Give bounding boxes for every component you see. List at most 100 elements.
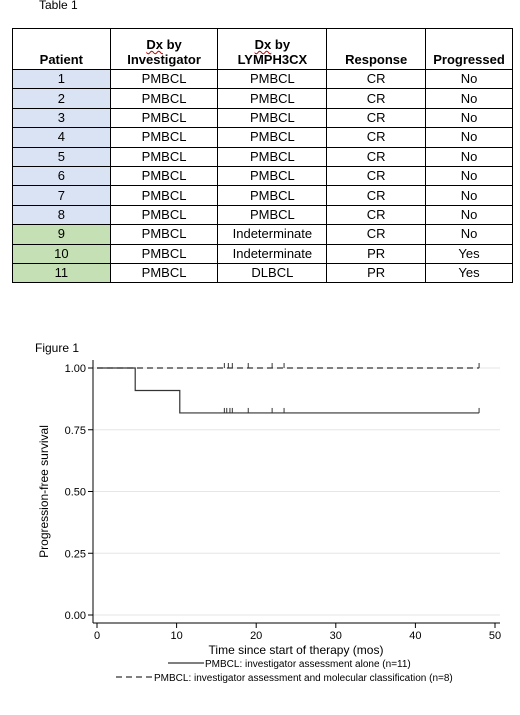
progressed-cell: No bbox=[425, 146, 513, 167]
column-header-line2: Patient bbox=[39, 52, 83, 67]
patient-cell: 4 bbox=[12, 127, 111, 148]
column-header: Patient bbox=[12, 28, 111, 70]
x-tick-label: 30 bbox=[330, 630, 342, 642]
table-row: 6 PMBCL PMBCL CR No bbox=[12, 165, 513, 187]
response-cell: CR bbox=[326, 165, 427, 187]
progressed-cell: No bbox=[425, 127, 513, 148]
column-header: Progressed bbox=[425, 28, 513, 70]
dx-investigator-cell: PMBCL bbox=[109, 204, 219, 226]
dx-lymph3cx-cell: PMBCL bbox=[217, 146, 328, 167]
patient-cell: 1 bbox=[12, 68, 111, 90]
y-axis-label: Progression-free survival bbox=[37, 425, 51, 558]
table-row: 7 PMBCL PMBCL CR No bbox=[12, 185, 513, 206]
progressed-cell: No bbox=[425, 185, 513, 206]
patient-cell: 2 bbox=[12, 88, 111, 109]
dx-investigator-cell: PMBCL bbox=[109, 165, 219, 187]
patient-cell: 5 bbox=[12, 146, 111, 167]
progressed-cell: No bbox=[425, 224, 513, 245]
column-header-line1: Dx by bbox=[254, 37, 291, 52]
x-axis-label: Time since start of therapy (mos) bbox=[209, 643, 384, 657]
response-cell: CR bbox=[326, 224, 427, 245]
x-tick-label: 50 bbox=[489, 630, 501, 642]
dx-lymph3cx-cell: PMBCL bbox=[217, 127, 328, 148]
response-cell: CR bbox=[326, 146, 427, 167]
dx-lymph3cx-cell: DLBCL bbox=[217, 262, 328, 284]
patient-cell: 10 bbox=[12, 243, 111, 264]
dx-lymph3cx-cell: PMBCL bbox=[217, 165, 328, 187]
response-cell: CR bbox=[326, 88, 427, 109]
table-row: 11 PMBCL DLBCL PR Yes bbox=[12, 262, 513, 284]
x-tick-label: 10 bbox=[170, 630, 182, 642]
dx-investigator-cell: PMBCL bbox=[109, 146, 219, 167]
column-header-line2: Response bbox=[345, 52, 408, 67]
response-cell: CR bbox=[326, 68, 427, 90]
response-cell: PR bbox=[326, 243, 427, 264]
x-tick-label: 40 bbox=[409, 630, 421, 642]
progressed-cell: No bbox=[425, 107, 513, 129]
legend-label: PMBCL: investigator assessment and molec… bbox=[154, 673, 453, 684]
table-row: 8 PMBCL PMBCL CR No bbox=[12, 204, 513, 226]
results-table: Patient Dx by Investigator Dx by LYMPH3CX Res… bbox=[12, 28, 513, 284]
dx-investigator-cell: PMBCL bbox=[109, 68, 219, 90]
y-tick-label: 1.00 bbox=[65, 363, 86, 375]
progressed-cell: No bbox=[425, 165, 513, 187]
progressed-cell: No bbox=[425, 68, 513, 90]
column-header-line2: Progressed bbox=[433, 52, 505, 67]
x-tick-label: 0 bbox=[94, 630, 100, 642]
y-tick-label: 0.75 bbox=[65, 425, 86, 437]
dx-lymph3cx-cell: Indeterminate bbox=[217, 224, 328, 245]
table-row: 5 PMBCL PMBCL CR No bbox=[12, 146, 513, 167]
dx-investigator-cell: PMBCL bbox=[109, 224, 219, 245]
x-tick-label: 20 bbox=[250, 630, 262, 642]
response-cell: CR bbox=[326, 107, 427, 129]
table-row: 9 PMBCL Indeterminate CR No bbox=[12, 224, 513, 245]
legend-label: PMBCL: investigator assessment alone (n=… bbox=[205, 659, 411, 670]
column-header-line2: Investigator bbox=[127, 52, 201, 67]
progressed-cell: Yes bbox=[425, 243, 513, 264]
dx-investigator-cell: PMBCL bbox=[109, 107, 219, 129]
progressed-cell: No bbox=[425, 88, 513, 109]
progressed-cell: Yes bbox=[425, 262, 513, 284]
y-tick-label: 0.50 bbox=[65, 487, 86, 499]
table-row: 1 PMBCL PMBCL CR No bbox=[12, 68, 513, 90]
kaplan-meier-chart: 0.00 0.25 0.50 0.75 1.00 0 10 20 30 40 50 Time sinc… bbox=[37, 360, 501, 684]
patient-cell: 3 bbox=[12, 107, 111, 129]
header-row: Patient Dx by Investigator Dx by LYMPH3CX Res… bbox=[12, 28, 513, 70]
dx-lymph3cx-cell: PMBCL bbox=[217, 68, 328, 90]
patient-cell: 6 bbox=[12, 165, 111, 187]
progressed-cell: No bbox=[425, 204, 513, 226]
patient-cell: 9 bbox=[12, 224, 111, 245]
column-header: Dx by LYMPH3CX bbox=[217, 28, 328, 70]
dx-lymph3cx-cell: PMBCL bbox=[217, 88, 328, 109]
patient-cell: 7 bbox=[12, 185, 111, 206]
response-cell: CR bbox=[326, 127, 427, 148]
dx-investigator-cell: PMBCL bbox=[109, 127, 219, 148]
response-cell: CR bbox=[326, 204, 427, 226]
column-header: Dx by Investigator bbox=[109, 28, 219, 70]
table-row: 10 PMBCL Indeterminate PR Yes bbox=[12, 243, 513, 264]
y-tick-label: 0.00 bbox=[65, 610, 86, 622]
figure-caption: Figure 1 bbox=[35, 341, 80, 355]
dx-investigator-cell: PMBCL bbox=[109, 88, 219, 109]
table-row: 4 PMBCL PMBCL CR No bbox=[12, 127, 513, 148]
table-header: Patient Dx by Investigator Dx by LYMPH3CX Res… bbox=[12, 28, 513, 70]
column-header-line1: Dx by bbox=[146, 37, 182, 52]
table-caption: Table 1 bbox=[39, 0, 78, 12]
response-cell: PR bbox=[326, 262, 427, 284]
dx-lymph3cx-cell: Indeterminate bbox=[217, 243, 328, 264]
dx-investigator-cell: PMBCL bbox=[109, 185, 219, 206]
column-header: Response bbox=[326, 28, 427, 70]
patient-cell: 11 bbox=[12, 262, 111, 284]
dx-lymph3cx-cell: PMBCL bbox=[217, 204, 328, 226]
y-tick-label: 0.25 bbox=[65, 548, 86, 560]
patient-cell: 8 bbox=[12, 204, 111, 226]
dx-investigator-cell: PMBCL bbox=[109, 262, 219, 284]
table-row: 2 PMBCL PMBCL CR No bbox=[12, 88, 513, 109]
response-cell: CR bbox=[326, 185, 427, 206]
dx-investigator-cell: PMBCL bbox=[109, 243, 219, 264]
column-header-line2: LYMPH3CX bbox=[237, 52, 308, 67]
table-body: 1 PMBCL PMBCL CR No 2 PMBCL PMBCL CR No 3 PMBCL PMBC… bbox=[12, 68, 513, 284]
dx-lymph3cx-cell: PMBCL bbox=[217, 107, 328, 129]
table-row: 3 PMBCL PMBCL CR No bbox=[12, 107, 513, 129]
dx-lymph3cx-cell: PMBCL bbox=[217, 185, 328, 206]
